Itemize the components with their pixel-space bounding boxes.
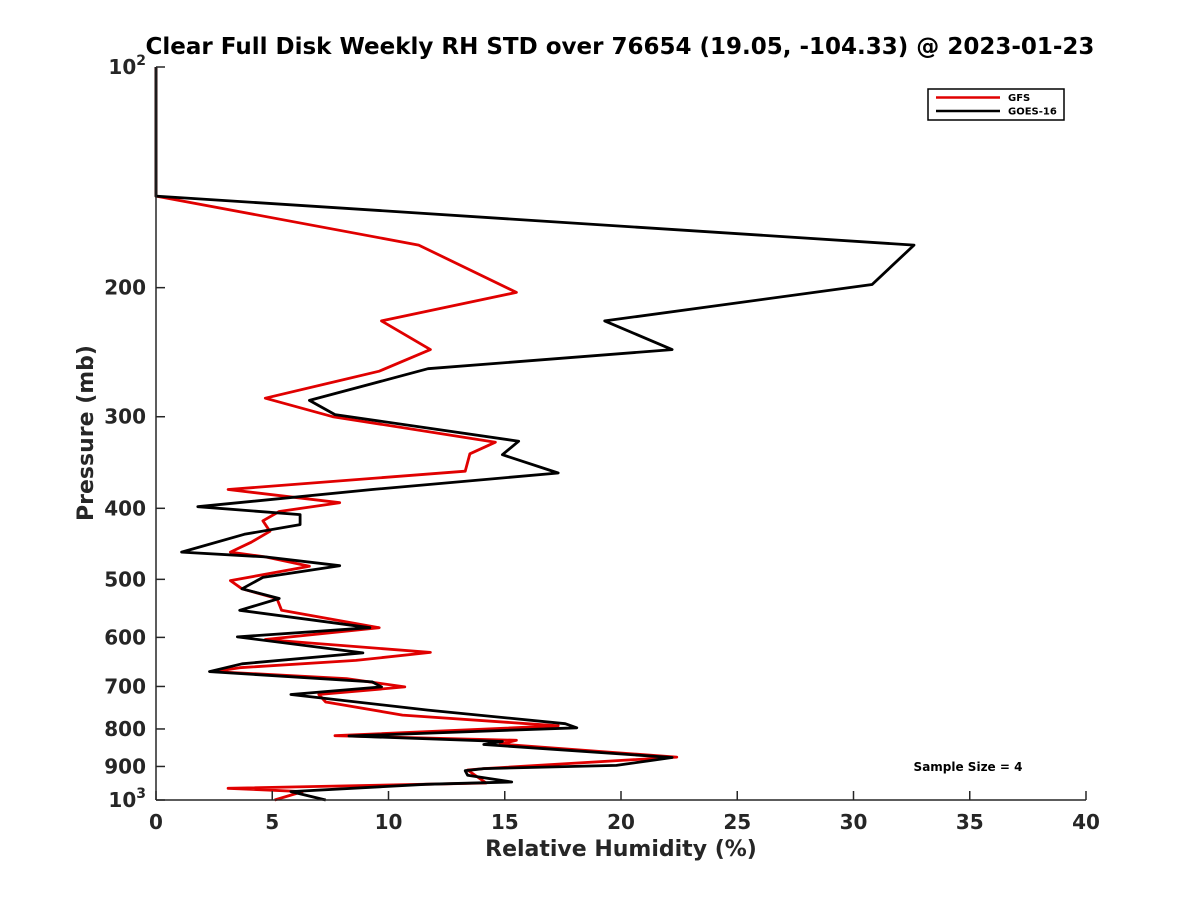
x-tick-label: 0	[149, 810, 163, 834]
y-tick-label: 300	[104, 405, 146, 429]
chart-title: Clear Full Disk Weekly RH STD over 76654…	[146, 34, 1095, 60]
x-tick-label: 20	[607, 810, 635, 834]
series-line-goes-16	[154, 67, 916, 802]
y-tick-label: 800	[104, 717, 146, 741]
legend: GFS GOES-16	[927, 88, 1065, 121]
x-tick-label: 40	[1072, 810, 1100, 834]
x-tick-label: 30	[840, 810, 868, 834]
plot-area: 0 5 10 15 20 25 30 35 40 102 200 300 400 500 600 700 80…	[104, 53, 1100, 834]
legend-box	[927, 88, 1065, 121]
y-axis-label: Pressure (mb)	[74, 345, 99, 521]
y-tick-label: 700	[104, 674, 146, 698]
y-tick-label: 200	[104, 276, 146, 300]
y-tick-label: 900	[104, 754, 146, 778]
x-axis-label: Relative Humidity (%)	[485, 837, 757, 862]
y-tick-label: 500	[104, 567, 146, 591]
y-tick-label: 400	[104, 496, 146, 520]
x-tick-label: 5	[265, 810, 279, 834]
series-layer	[154, 67, 916, 802]
y-tick-label: 103	[108, 786, 146, 812]
y-axis-ticks: 102 200 300 400 500 600 700 800 900 103	[104, 53, 165, 812]
legend-label-gfs: GFS	[1008, 93, 1030, 104]
x-tick-label: 35	[956, 810, 984, 834]
y-tick-label: 102	[108, 53, 146, 79]
y-tick-label: 600	[104, 625, 146, 649]
legend-label-goes-16: GOES-16	[1008, 107, 1057, 118]
sample-size-annotation: Sample Size = 4	[914, 760, 1023, 774]
x-tick-label: 15	[491, 810, 519, 834]
x-tick-label: 10	[375, 810, 403, 834]
x-tick-label: 25	[723, 810, 751, 834]
x-axis-ticks: 0 5 10 15 20 25 30 35 40	[149, 791, 1100, 834]
